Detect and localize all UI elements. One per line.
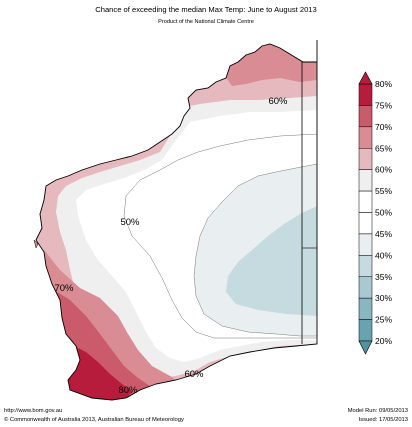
footer-url[interactable]: http://www.bom.gov.au	[4, 408, 63, 414]
band-35-40	[226, 206, 317, 316]
legend-swatch	[358, 105, 373, 128]
band-70-south	[44, 250, 176, 400]
label-north-60: 60%	[268, 96, 288, 107]
legend-swatch	[358, 297, 373, 320]
legend-tick-label: 30%	[375, 293, 392, 303]
probability-bands	[36, 40, 317, 400]
legend-tick-label: 70%	[375, 122, 392, 132]
legend-tick-label: 40%	[375, 250, 392, 260]
legend-arrow-top	[358, 71, 373, 85]
legend-tick-label: 20%	[375, 336, 392, 346]
label-south-60: 60%	[184, 369, 204, 380]
legend-tick-label: 80%	[375, 79, 392, 89]
legend-swatch	[358, 276, 373, 299]
legend-swatch	[358, 190, 373, 213]
footer-issued: Issued: 17/05/2013	[358, 417, 408, 423]
map-subtitle: Product of the National Climate Centre	[158, 19, 254, 25]
legend-swatch	[358, 233, 373, 256]
label-south-80: 80%	[118, 385, 138, 396]
legend-tick-label: 45%	[375, 229, 392, 239]
legend-tick-label: 50%	[375, 208, 392, 218]
label-west-70: 70%	[54, 283, 74, 294]
legend-swatch	[358, 148, 373, 170]
legend-swatch	[358, 83, 373, 106]
legend-swatch	[358, 169, 373, 192]
band-80	[68, 346, 132, 400]
island-shape	[33, 239, 39, 249]
label-mid-50: 50%	[120, 217, 140, 228]
legend-tick-label: 75%	[375, 100, 392, 110]
map-title: Chance of exceeding the median Max Temp:…	[95, 5, 317, 14]
legend-swatch	[358, 319, 373, 342]
legend-arrow-bottom	[358, 340, 373, 355]
legend-tick-label: 25%	[375, 315, 392, 325]
legend-tick-label: 55%	[375, 186, 392, 196]
legend-tick-label: 35%	[375, 272, 392, 282]
footer-model-run: Model Run: 09/05/2013	[347, 408, 408, 414]
legend: 80% 75% 70% 65% 60% 55% 50% 45% 40% 35% 30% 25% 20%	[358, 71, 392, 355]
legend-tick-label: 60%	[375, 165, 392, 175]
legend-swatch	[358, 255, 373, 277]
legend-swatch	[358, 212, 373, 235]
legend-swatches	[358, 83, 373, 342]
legend-labels: 80% 75% 70% 65% 60% 55% 50% 45% 40% 35% 30% 25% 20%	[375, 79, 392, 346]
legend-swatch	[358, 126, 373, 149]
footer-copyright: © Commonwealth of Australia 2013, Austra…	[4, 417, 184, 423]
legend-tick-label: 65%	[375, 143, 392, 153]
